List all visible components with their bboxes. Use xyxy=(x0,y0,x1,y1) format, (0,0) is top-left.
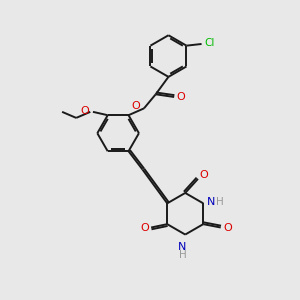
Text: N: N xyxy=(178,242,187,252)
Text: H: H xyxy=(216,197,224,207)
Text: O: O xyxy=(81,106,90,116)
Text: H: H xyxy=(179,250,186,260)
Text: O: O xyxy=(140,223,149,232)
Text: Cl: Cl xyxy=(205,38,215,48)
Text: O: O xyxy=(176,92,185,102)
Text: O: O xyxy=(200,170,208,181)
Text: O: O xyxy=(131,101,140,111)
Text: O: O xyxy=(223,223,232,232)
Text: N: N xyxy=(207,197,216,207)
